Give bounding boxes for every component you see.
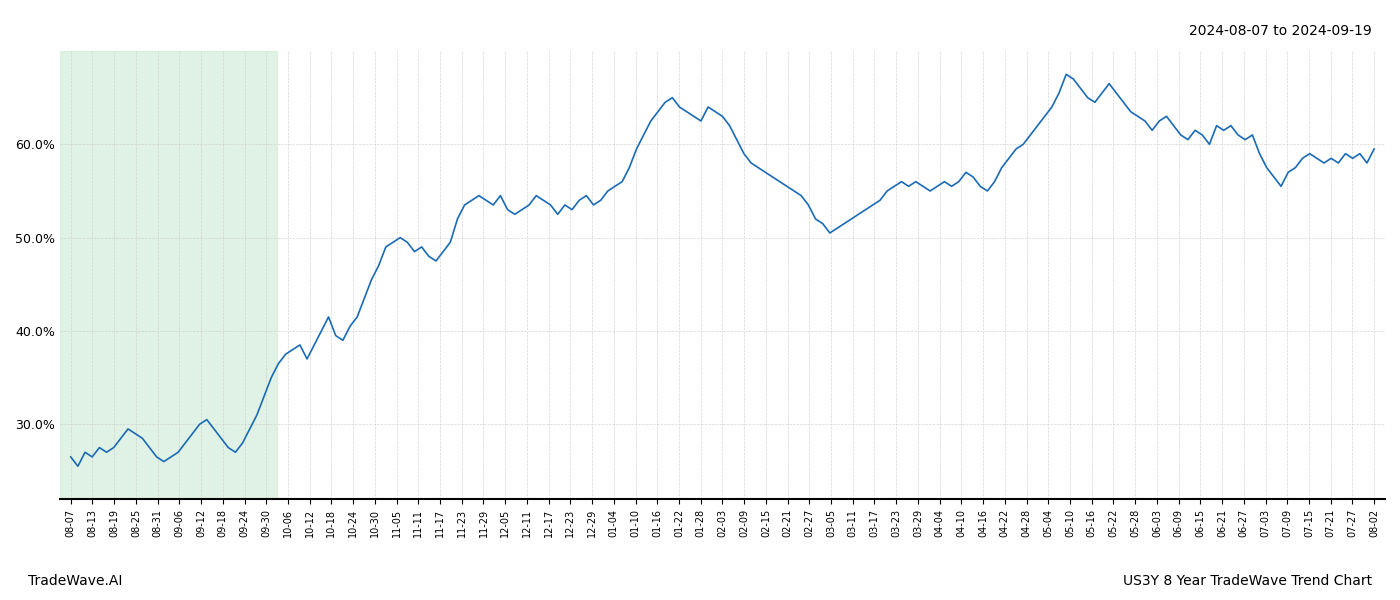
Text: TradeWave.AI: TradeWave.AI [28, 574, 122, 588]
Bar [60, 51, 277, 499]
Text: 2024-08-07 to 2024-09-19: 2024-08-07 to 2024-09-19 [1189, 24, 1372, 38]
Text: US3Y 8 Year TradeWave Trend Chart: US3Y 8 Year TradeWave Trend Chart [1123, 574, 1372, 588]
